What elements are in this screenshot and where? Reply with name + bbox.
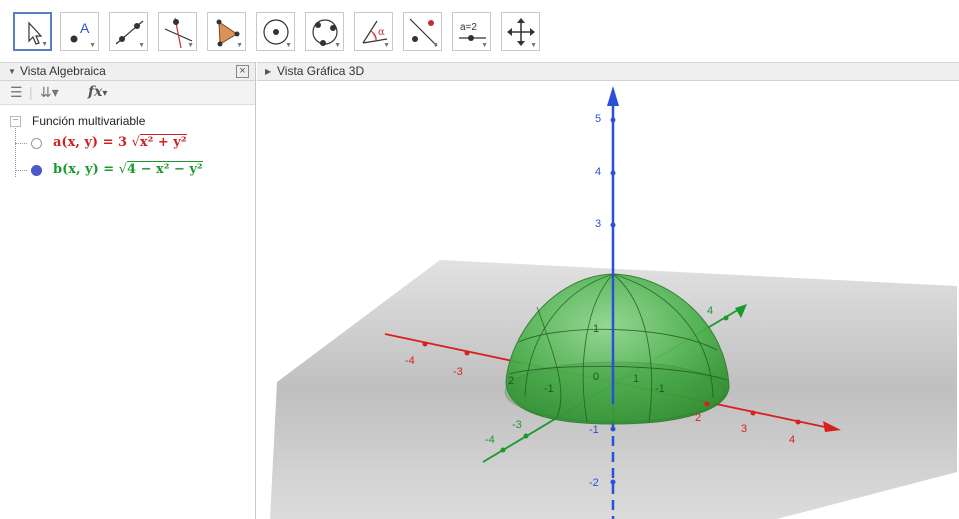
point-tool-button[interactable]: A ▼: [60, 12, 99, 51]
function-a-row[interactable]: a(x, y) = 3 √x² + y²: [53, 134, 187, 150]
function-b-row[interactable]: b(x, y) = √4 − x² − y²: [53, 161, 203, 177]
x-axis-arrow: [823, 421, 841, 432]
y-tick-label: -3: [512, 419, 522, 431]
reflect-tool-button[interactable]: ▼: [403, 12, 442, 51]
inner-label: 1: [633, 373, 639, 385]
angle-icon: α: [362, 20, 388, 44]
close-icon[interactable]: ×: [236, 65, 249, 78]
inner-label: -1: [544, 383, 554, 395]
show-hide-auxiliary-icon[interactable]: ☰: [10, 84, 23, 100]
x-tick-label: 3: [741, 423, 747, 435]
sort-icon[interactable]: ⇊▾: [40, 84, 59, 100]
graphics-3d-view[interactable]: 5 4 3 -1 -2 -4 -3 2 3 4 4 -3 -4 1 0 1 -1…: [257, 62, 959, 519]
slider-icon: a=2: [459, 22, 486, 41]
x-axis-ticks: [422, 341, 801, 425]
hemisphere-base: [504, 361, 726, 423]
circle-center-point-icon: [263, 19, 289, 45]
y-tick-label: 4: [707, 305, 713, 317]
polygon-icon: [216, 19, 240, 47]
graphics-view-title: Vista Gráfica 3D: [277, 64, 365, 78]
collapse-group-icon[interactable]: −: [10, 116, 21, 127]
hemisphere-surface: [505, 273, 730, 425]
inner-label: 2: [508, 375, 514, 387]
y-axis-arrow: [735, 304, 747, 318]
circle-tool-button[interactable]: ▼: [256, 12, 295, 51]
line-icon: [115, 20, 144, 45]
reflect-icon: [409, 18, 438, 47]
x-tick-label: 4: [789, 434, 795, 446]
angle-tool-button[interactable]: α ▼: [354, 12, 393, 51]
svg-text:α: α: [378, 27, 385, 38]
svg-text:a=2: a=2: [460, 22, 477, 33]
z-tick-label: 3: [595, 218, 601, 230]
algebra-view: ▼ Vista Algebraica × ☰ | ⇊▾ fx▾ − Funció…: [0, 62, 256, 519]
y-axis-ticks: [500, 315, 729, 453]
circle-three-points-icon: [312, 19, 338, 46]
x-tick-label: -3: [453, 366, 463, 378]
collapse-arrow-icon[interactable]: ▼: [8, 67, 16, 76]
toolbar: ▼ A ▼ ▼ ▼ ▼ ▼ ▼ α ▼ ▼ a=2 ▼: [0, 0, 959, 62]
algebra-view-title: Vista Algebraica: [20, 64, 106, 78]
z-tick-label: -1: [589, 424, 599, 436]
move-view-icon: [507, 18, 535, 46]
inner-label: -1: [655, 383, 665, 395]
algebra-toolbar: ☰ | ⇊▾ fx▾: [0, 81, 255, 105]
polygon-tool-button[interactable]: ▼: [207, 12, 246, 51]
move-arrow-icon: [28, 21, 43, 45]
divider: |: [29, 84, 33, 100]
inner-label: 1: [593, 323, 599, 335]
z-tick-label: 5: [595, 113, 601, 125]
3d-scene[interactable]: 5 4 3 -1 -2 -4 -3 2 3 4 4 -3 -4 1 0 1 -1…: [257, 62, 959, 519]
z-tick-label: 4: [595, 166, 601, 178]
perpendicular-line-icon: [164, 17, 193, 49]
move-view-tool-button[interactable]: ▼: [501, 12, 540, 51]
input-bar-toggle-button[interactable]: fx▾: [88, 84, 108, 100]
y-tick-label: -4: [485, 434, 495, 446]
x-tick-label: 2: [695, 412, 701, 424]
algebra-view-header: ▼ Vista Algebraica ×: [0, 62, 255, 81]
circle-three-points-tool-button[interactable]: ▼: [305, 12, 344, 51]
z-axis-ticks: [610, 117, 616, 485]
line-tool-button[interactable]: ▼: [109, 12, 148, 51]
z-axis-arrow: [607, 86, 619, 106]
visibility-toggle-b[interactable]: [31, 165, 42, 176]
visibility-toggle-a[interactable]: [31, 138, 42, 149]
expand-arrow-icon[interactable]: ▶: [265, 67, 272, 76]
perpendicular-tool-button[interactable]: ▼: [158, 12, 197, 51]
graphics-view-header: ▶ Vista Gráfica 3D: [257, 62, 959, 81]
move-tool-button[interactable]: ▼: [13, 12, 52, 51]
group-label: Función multivariable: [32, 114, 146, 128]
svg-text:A: A: [80, 20, 90, 36]
hemisphere-grid: [508, 273, 728, 423]
point-icon: A: [70, 20, 90, 43]
z-tick-label: -2: [589, 477, 599, 489]
slider-tool-button[interactable]: a=2 ▼: [452, 12, 491, 51]
x-tick-label: -4: [405, 355, 415, 367]
inner-label: 0: [593, 371, 599, 383]
